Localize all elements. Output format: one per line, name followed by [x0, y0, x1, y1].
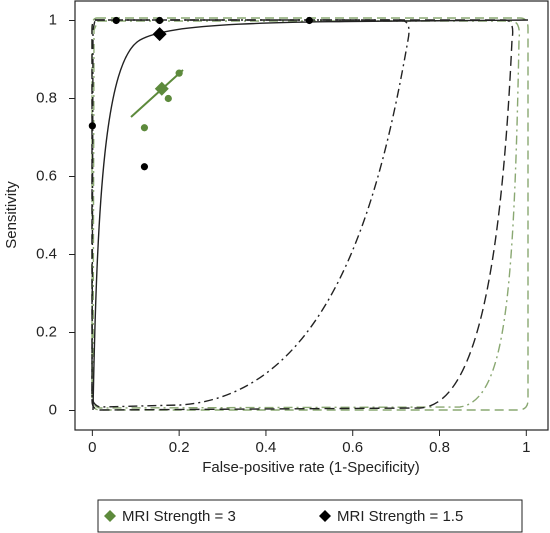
y-axis-label: Sensitivity — [3, 181, 20, 249]
black-confidence — [91, 19, 514, 411]
green-confidence — [91, 17, 529, 411]
y-tick-label: 0.4 — [36, 245, 57, 262]
y-tick-label: 0 — [49, 401, 57, 418]
study-point — [305, 16, 313, 25]
y-tick-label: 0.6 — [36, 167, 57, 184]
x-tick-label: 0.8 — [429, 439, 450, 456]
x-tick-label: 0.2 — [169, 439, 190, 456]
study-point — [175, 69, 183, 77]
x-tick-label: 0.6 — [342, 439, 363, 456]
study-point — [112, 16, 120, 25]
study-point — [140, 124, 149, 132]
study-point — [156, 16, 164, 25]
summary-point — [152, 27, 167, 42]
y-tick-label: 0.2 — [36, 323, 57, 340]
black-sroc-curve — [92, 19, 529, 411]
x-tick-label: 0 — [88, 439, 96, 456]
black-prediction — [91, 19, 410, 408]
study-point — [88, 122, 96, 130]
plot-frame — [74, 0, 549, 431]
green-summary-ci — [130, 69, 184, 118]
y-tick-label: 1 — [49, 11, 57, 28]
x-tick-label: 0.4 — [256, 439, 277, 456]
legend-label: MRI Strength = 3 — [122, 508, 236, 525]
legend-box — [97, 499, 523, 533]
legend-marker — [104, 510, 116, 522]
legend-marker — [319, 510, 331, 522]
green-prediction — [92, 20, 521, 409]
study-point — [140, 163, 149, 171]
sroc-contours — [91, 17, 529, 411]
y-tick-label: 0.8 — [36, 89, 57, 106]
legend-label: MRI Strength = 1.5 — [337, 508, 463, 525]
x-axis-label: False-positive rate (1-Specificity) — [202, 459, 420, 476]
study-point — [164, 94, 172, 103]
summary-point — [154, 81, 169, 96]
x-tick-label: 1 — [522, 439, 530, 456]
